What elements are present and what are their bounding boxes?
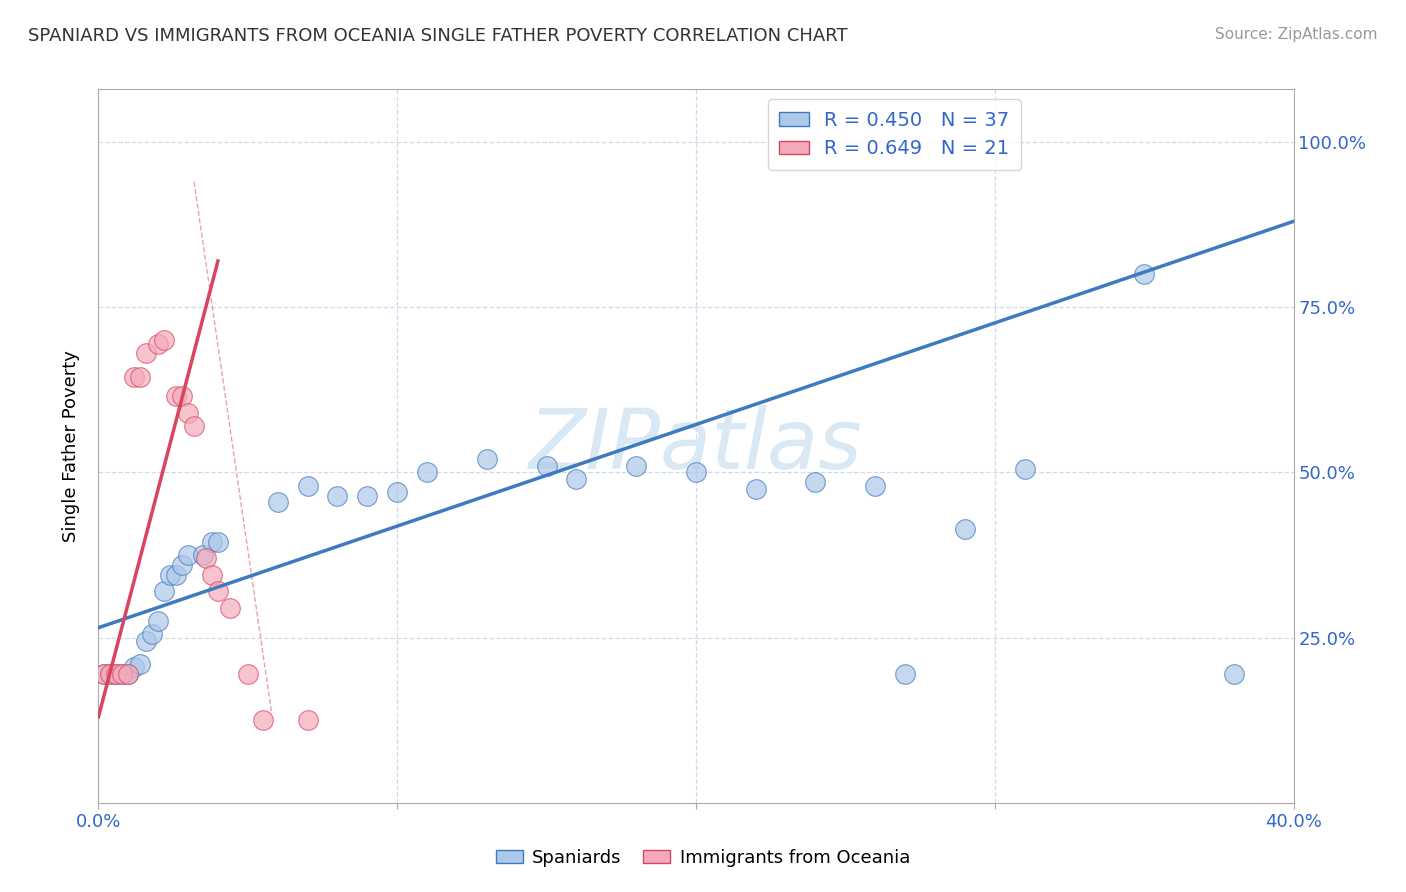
Point	[685, 466, 707, 480]
Point	[219, 600, 242, 615]
Point	[129, 657, 152, 671]
Text: SPANIARD VS IMMIGRANTS FROM OCEANIA SINGLE FATHER POVERTY CORRELATION CHART: SPANIARD VS IMMIGRANTS FROM OCEANIA SING…	[28, 27, 848, 45]
Point	[626, 458, 648, 473]
Point	[100, 667, 122, 681]
Point	[326, 489, 349, 503]
Point	[745, 482, 768, 496]
Point	[252, 713, 274, 727]
Point	[165, 389, 187, 403]
Point	[111, 667, 134, 681]
Point	[183, 419, 205, 434]
Point	[385, 485, 409, 500]
Point	[111, 667, 134, 681]
Point	[135, 346, 157, 360]
Point	[148, 614, 170, 628]
Point	[1133, 267, 1156, 281]
Point	[129, 369, 152, 384]
Point	[124, 369, 146, 384]
Point	[93, 667, 115, 681]
Point	[153, 333, 176, 347]
Point	[165, 567, 187, 582]
Point	[236, 667, 259, 681]
Point	[475, 452, 498, 467]
Point	[159, 567, 181, 582]
Point	[207, 534, 229, 549]
Point	[191, 548, 214, 562]
Point	[124, 660, 146, 674]
Point	[93, 667, 115, 681]
Point	[135, 634, 157, 648]
Point	[1014, 462, 1036, 476]
Point	[267, 495, 290, 509]
Point	[105, 667, 128, 681]
Point	[1223, 667, 1246, 681]
Point	[148, 336, 170, 351]
Point	[141, 627, 163, 641]
Text: Source: ZipAtlas.com: Source: ZipAtlas.com	[1215, 27, 1378, 42]
Point	[172, 558, 194, 572]
Y-axis label: Single Father Poverty: Single Father Poverty	[62, 350, 80, 542]
Point	[356, 489, 378, 503]
Point	[565, 472, 588, 486]
Point	[201, 567, 224, 582]
Point	[100, 667, 122, 681]
Point	[117, 667, 139, 681]
Point	[201, 534, 224, 549]
Text: ZIPatlas: ZIPatlas	[529, 406, 863, 486]
Point	[536, 458, 558, 473]
Point	[195, 551, 218, 566]
Point	[172, 389, 194, 403]
Point	[207, 584, 229, 599]
Legend: Spaniards, Immigrants from Oceania: Spaniards, Immigrants from Oceania	[489, 842, 917, 874]
Point	[297, 478, 319, 492]
Point	[804, 475, 827, 490]
Point	[416, 466, 439, 480]
Point	[153, 584, 176, 599]
Point	[297, 713, 319, 727]
Point	[865, 478, 887, 492]
Legend: R = 0.450   N = 37, R = 0.649   N = 21: R = 0.450 N = 37, R = 0.649 N = 21	[768, 99, 1021, 170]
Point	[894, 667, 917, 681]
Point	[953, 522, 976, 536]
Point	[117, 667, 139, 681]
Point	[105, 667, 128, 681]
Point	[177, 548, 200, 562]
Point	[177, 406, 200, 420]
